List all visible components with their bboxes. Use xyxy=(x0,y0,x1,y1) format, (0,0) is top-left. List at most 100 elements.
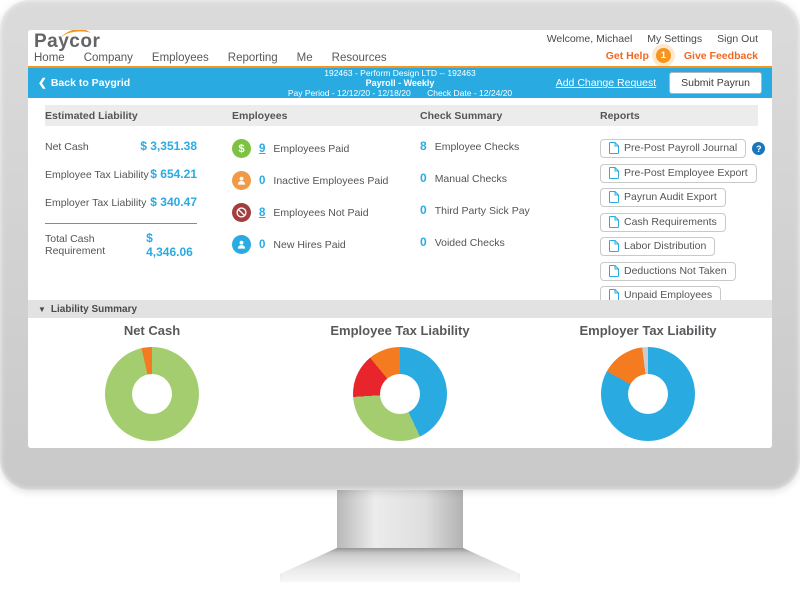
inactive-employees-row: 0 Inactive Employees Paid xyxy=(232,171,420,190)
nav-resources[interactable]: Resources xyxy=(331,52,387,64)
liability-row: Employer Tax Liability $ 340.47 xyxy=(45,195,197,209)
employee-tax-chart-title: Employee Tax Liability xyxy=(330,323,470,338)
employees-column: $ 9 Employees Paid 0 Inactive Employees … xyxy=(232,139,420,311)
report-button-label: Pre-Post Payroll Journal xyxy=(624,142,738,154)
my-settings-link[interactable]: My Settings xyxy=(647,33,703,45)
nav-reporting[interactable]: Reporting xyxy=(227,52,278,64)
get-help-link[interactable]: Get Help xyxy=(605,49,649,62)
employer-tax-value: $ 340.47 xyxy=(150,195,197,209)
payroll-type-line: Payroll - Weekly xyxy=(365,78,435,88)
monitor-stand-neck xyxy=(337,487,463,548)
back-chevron-icon: ❮ xyxy=(38,77,47,89)
new-hires-label: New Hires Paid xyxy=(273,238,346,251)
liability-summary-toggle[interactable]: ▼ Liability Summary xyxy=(28,300,772,318)
paycor-logo-text: Paycor xyxy=(34,31,101,52)
column-headers-band: Estimated Liability Employees Check Summ… xyxy=(45,105,758,126)
employer-tax-chart-title: Employer Tax Liability xyxy=(579,323,717,338)
check-summary-header: Check Summary xyxy=(420,109,503,122)
report-labor-distribution-button[interactable]: Labor Distribution xyxy=(600,237,716,256)
document-icon xyxy=(609,191,619,203)
sign-out-link[interactable]: Sign Out xyxy=(717,33,758,45)
employee-tax-donut-chart xyxy=(353,347,447,441)
employer-tax-donut-chart xyxy=(601,347,695,441)
document-icon xyxy=(609,240,619,252)
liability-charts-section: Net Cash Employee Tax Liability Employer… xyxy=(28,318,772,448)
report-payrun-audit-export-button[interactable]: Payrun Audit Export xyxy=(600,188,726,207)
document-icon xyxy=(609,166,619,179)
nav-me[interactable]: Me xyxy=(296,52,313,64)
third-party-sick-pay-row: 0 Third Party Sick Pay xyxy=(420,203,600,217)
app-header: Paycor Home Company Employees Reporting … xyxy=(28,30,772,68)
new-hire-person-icon xyxy=(232,235,251,254)
estimated-liability-header: Estimated Liability xyxy=(45,109,138,122)
company-line: 192463 - Perform Design LTD -- 192463 xyxy=(324,68,476,78)
payrun-info: 192463 - Perform Design LTD -- 192463 Pa… xyxy=(281,68,519,98)
report-help-icon[interactable]: ? xyxy=(752,142,766,155)
employer-tax-label: Employer Tax Liability xyxy=(45,197,147,209)
employees-paid-label: Employees Paid xyxy=(273,142,350,155)
help-count-badge[interactable]: 1 xyxy=(655,48,671,63)
employees-header: Employees xyxy=(232,109,288,122)
give-feedback-link[interactable]: Give Feedback xyxy=(683,49,758,62)
no-entry-icon xyxy=(232,203,251,222)
employees-not-paid-row: 8 Employees Not Paid xyxy=(232,203,420,222)
nav-employees[interactable]: Employees xyxy=(151,52,209,64)
employee-checks-label: Employee Checks xyxy=(434,141,520,153)
report-button-label: Payrun Audit Export xyxy=(624,191,717,203)
net-cash-chart-title: Net Cash xyxy=(123,323,181,338)
third-party-sick-pay-count: 0 xyxy=(420,203,427,217)
paycor-logo[interactable]: Paycor xyxy=(34,30,120,52)
employees-paid-count[interactable]: 9 xyxy=(259,142,266,155)
nav-home[interactable]: Home xyxy=(34,52,65,64)
total-row: Total Cash Requirement $ 4,346.06 xyxy=(45,231,197,259)
collapse-arrow-icon: ▼ xyxy=(38,304,46,314)
check-summary-column: 8 Employee Checks 0 Manual Checks 0 Thir… xyxy=(420,139,600,311)
payrun-bar: ❮ Back to Paygrid 192463 - Perform Desig… xyxy=(28,68,772,98)
inactive-person-icon xyxy=(232,171,251,190)
employee-tax-label: Employee Tax Liability xyxy=(45,169,149,181)
employees-not-paid-count[interactable]: 8 xyxy=(259,206,266,219)
liability-row: Employee Tax Liability $ 654.21 xyxy=(45,167,197,181)
inactive-employees-label: Inactive Employees Paid xyxy=(273,174,389,187)
report-button-label: Pre-Post Employee Export xyxy=(624,166,748,179)
back-to-paygrid-link[interactable]: ❮ Back to Paygrid xyxy=(38,77,281,89)
document-icon xyxy=(609,215,619,228)
employees-paid-row: $ 9 Employees Paid xyxy=(232,139,420,158)
report-button-label: Deductions Not Taken xyxy=(624,264,727,277)
payrun-summary-section: Estimated Liability Employees Check Summ… xyxy=(28,98,772,305)
third-party-sick-pay-label: Third Party Sick Pay xyxy=(434,205,530,217)
report-cash-requirements-button[interactable]: Cash Requirements xyxy=(600,212,726,232)
paycor-app-screen: Paycor Home Company Employees Reporting … xyxy=(28,30,772,448)
back-to-paygrid-label: Back to Paygrid xyxy=(50,77,131,89)
reports-header: Reports xyxy=(600,109,640,122)
total-cash-label: Total Cash Requirement xyxy=(45,233,106,257)
employee-tax-value: $ 654.21 xyxy=(150,167,197,181)
liability-row: Net Cash $ 3,351.38 xyxy=(45,139,197,153)
report-pre-post-payroll-journal-button[interactable]: Pre-Post Payroll Journal xyxy=(600,139,747,158)
nav-company[interactable]: Company xyxy=(83,52,133,64)
new-hires-count: 0 xyxy=(259,238,266,251)
report-deductions-not-taken-button[interactable]: Deductions Not Taken xyxy=(600,261,736,281)
net-cash-chart-panel: Net Cash xyxy=(28,318,276,448)
voided-checks-label: Voided Checks xyxy=(434,237,505,249)
add-change-request-link[interactable]: Add Change Request xyxy=(555,77,657,89)
employee-checks-count: 8 xyxy=(420,139,427,153)
document-icon xyxy=(609,142,619,154)
report-button-label: Labor Distribution xyxy=(624,240,707,252)
voided-checks-row: 0 Voided Checks xyxy=(420,235,600,249)
employees-not-paid-label: Employees Not Paid xyxy=(273,206,369,219)
inactive-employees-count: 0 xyxy=(259,174,266,187)
employee-tax-chart-panel: Employee Tax Liability xyxy=(276,318,524,448)
net-cash-donut-chart xyxy=(105,347,199,441)
estimated-liability-column: Net Cash $ 3,351.38 Employee Tax Liabili… xyxy=(45,139,232,311)
welcome-label: Welcome, Michael xyxy=(546,33,633,45)
report-pre-post-employee-export-button[interactable]: Pre-Post Employee Export xyxy=(600,163,757,183)
monitor-stand-base xyxy=(280,548,520,582)
net-cash-value: $ 3,351.38 xyxy=(140,139,197,153)
report-button-label: Cash Requirements xyxy=(624,215,717,228)
submit-payrun-button[interactable]: Submit Payrun xyxy=(669,72,762,94)
dollar-circle-icon: $ xyxy=(232,139,251,158)
main-nav: Home Company Employees Reporting Me Reso… xyxy=(34,52,387,64)
help-links: Get Help 1 Give Feedback xyxy=(606,48,758,63)
document-icon xyxy=(609,264,619,277)
